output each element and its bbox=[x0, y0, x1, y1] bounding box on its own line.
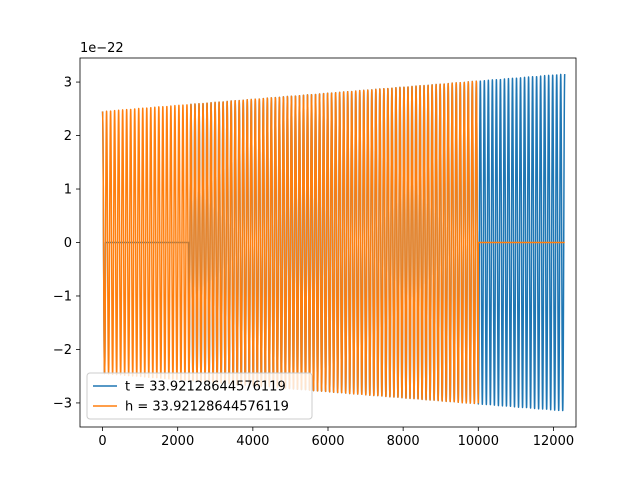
y-tick-label: −2 bbox=[53, 343, 72, 358]
x-tick-label: 2000 bbox=[161, 434, 194, 449]
y-tick-label: 1 bbox=[64, 183, 72, 198]
axes-layer: 0 2000 4000 6000 8000 10000 12000 −3 −2 −1 0 1 2 3 bbox=[53, 57, 577, 449]
x-tick-label: 4000 bbox=[236, 434, 269, 449]
legend: t = 33.92128644576119 h = 33.921286445761… bbox=[86, 372, 313, 420]
legend-label: t = 33.92128644576119 bbox=[125, 380, 286, 395]
x-tick-label: 12000 bbox=[533, 434, 574, 449]
legend-label: h = 33.92128644576119 bbox=[125, 400, 289, 415]
y-tick-label: 2 bbox=[64, 129, 72, 144]
legend-box bbox=[86, 372, 313, 420]
x-tick-label: 10000 bbox=[458, 434, 499, 449]
series-layer bbox=[101, 73, 566, 412]
series-line-1 bbox=[101, 80, 566, 405]
x-tick-label: 8000 bbox=[387, 434, 420, 449]
x-tick-label: 0 bbox=[98, 434, 106, 449]
y-tick-label: 0 bbox=[64, 236, 72, 251]
y-tick-label: −1 bbox=[53, 289, 72, 304]
y-tick-label: 3 bbox=[64, 76, 72, 91]
y-offset-text: 1e−22 bbox=[80, 41, 124, 56]
y-tick-label: −3 bbox=[53, 396, 72, 411]
x-tick-label: 6000 bbox=[311, 434, 344, 449]
